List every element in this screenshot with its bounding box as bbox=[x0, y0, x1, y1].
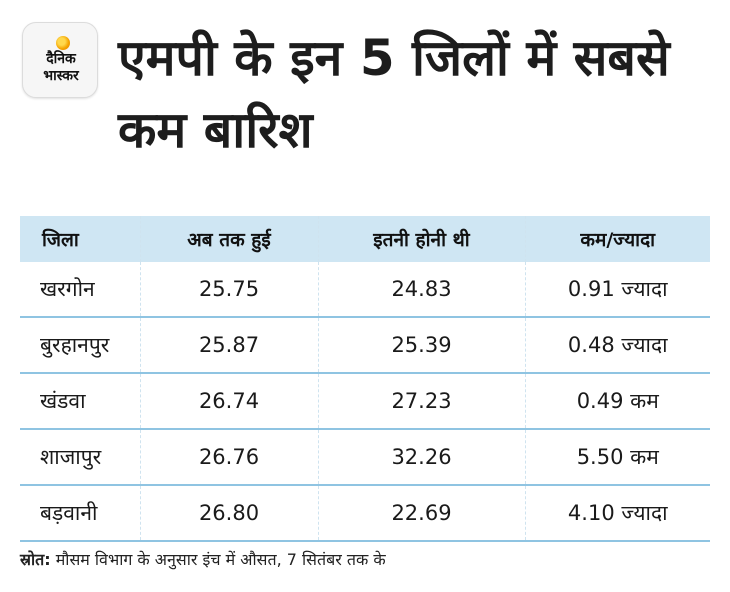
table-header-row: जिला अब तक हुई इतनी होनी थी कम/ज्यादा bbox=[20, 216, 710, 262]
source-label: स्रोत: bbox=[20, 550, 51, 569]
district-cell: शाजापुर bbox=[20, 429, 140, 486]
table-row: बड़वानी 26.80 22.69 4.10 ज्यादा bbox=[20, 485, 710, 542]
table-row: खरगोन 25.75 24.83 0.91 ज्यादा bbox=[20, 262, 710, 318]
received-cell: 26.76 bbox=[139, 429, 318, 486]
table-row: बुरहानपुर 25.87 25.39 0.48 ज्यादा bbox=[20, 317, 710, 374]
district-cell: खंडवा bbox=[20, 373, 140, 430]
district-cell: बुरहानपुर bbox=[20, 317, 140, 374]
expected-cell: 24.83 bbox=[317, 262, 525, 318]
brand-name-line2: भास्कर bbox=[43, 68, 79, 84]
page-title: एमपी के इन 5 जिलों में सबसे कम बारिश bbox=[118, 29, 670, 159]
difference-cell: 4.10 ज्यादा bbox=[524, 485, 710, 542]
source-text: मौसम विभाग के अनुसार इंच में औसत, 7 सितं… bbox=[50, 550, 386, 569]
header-district: जिला bbox=[20, 216, 140, 262]
received-cell: 25.87 bbox=[139, 317, 318, 374]
brand-logo: दैनिक भास्कर bbox=[22, 22, 98, 98]
district-cell: खरगोन bbox=[20, 262, 140, 318]
district-cell: बड़वानी bbox=[20, 485, 140, 542]
difference-cell: 0.49 कम bbox=[524, 373, 710, 430]
received-cell: 25.75 bbox=[139, 262, 318, 318]
expected-cell: 25.39 bbox=[317, 317, 525, 374]
header-expected: इतनी होनी थी bbox=[317, 216, 525, 262]
difference-cell: 0.91 ज्यादा bbox=[524, 262, 710, 318]
expected-cell: 32.26 bbox=[317, 429, 525, 486]
received-cell: 26.80 bbox=[139, 485, 318, 542]
header-difference: कम/ज्यादा bbox=[524, 216, 710, 262]
header-received: अब तक हुई bbox=[139, 216, 318, 262]
received-cell: 26.74 bbox=[139, 373, 318, 430]
brand-name-line1: दैनिक bbox=[46, 51, 76, 67]
table-row: खंडवा 26.74 27.23 0.49 कम bbox=[20, 373, 710, 430]
source-note: स्रोत: मौसम विभाग के अनुसार इंच में औसत,… bbox=[20, 548, 710, 570]
difference-cell: 0.48 ज्यादा bbox=[524, 317, 710, 374]
sun-icon bbox=[56, 36, 70, 50]
difference-cell: 5.50 कम bbox=[524, 429, 710, 486]
expected-cell: 22.69 bbox=[317, 485, 525, 542]
rainfall-table: जिला अब तक हुई इतनी होनी थी कम/ज्यादा खर… bbox=[20, 216, 710, 542]
expected-cell: 27.23 bbox=[317, 373, 525, 430]
table-row: शाजापुर 26.76 32.26 5.50 कम bbox=[20, 429, 710, 486]
